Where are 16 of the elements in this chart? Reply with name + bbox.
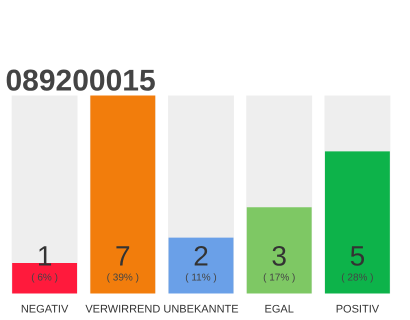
x-tick-label: POSITIV [336, 304, 380, 316]
data-label: ( 17% ) [263, 272, 296, 284]
x-tick-label: EGAL [264, 304, 294, 316]
chart-title: 089200015 [6, 64, 156, 98]
x-tick-label: NEGATIV [20, 304, 69, 316]
data-label: ( 6% ) [31, 272, 58, 284]
data-label: ( 28% ) [341, 272, 374, 284]
x-tick-label: UNBEKANNTE [163, 304, 239, 316]
annotation: 3 [271, 240, 287, 272]
bar [168, 238, 234, 294]
annotation: 5 [350, 240, 366, 272]
annotation: 2 [193, 240, 209, 272]
annotation: 7 [115, 240, 131, 272]
data-label: ( 11% ) [185, 272, 217, 284]
data-label: ( 39% ) [106, 272, 139, 284]
x-tick-label: VERWIRREND [85, 304, 160, 316]
